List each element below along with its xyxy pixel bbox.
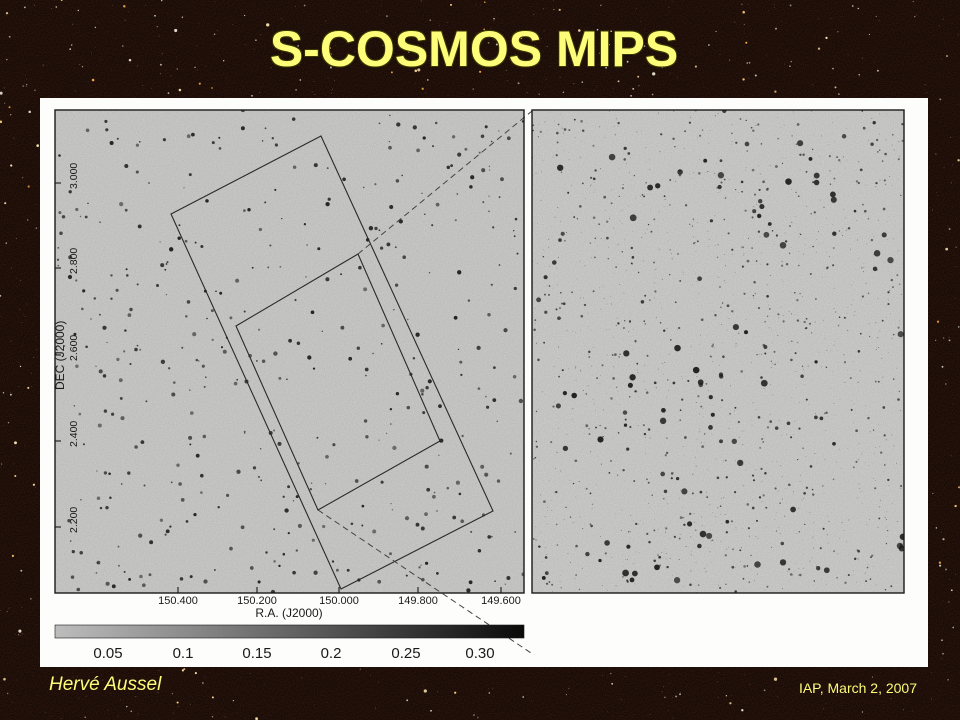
- svg-text:R.A. (J2000): R.A. (J2000): [255, 606, 322, 620]
- svg-text:149.800: 149.800: [398, 595, 438, 607]
- svg-text:0.30: 0.30: [465, 645, 494, 662]
- svg-text:0.25: 0.25: [391, 645, 420, 662]
- svg-text:150.000: 150.000: [319, 595, 359, 607]
- svg-text:149.600: 149.600: [481, 595, 521, 607]
- svg-text:150.400: 150.400: [158, 595, 198, 607]
- svg-text:0.15: 0.15: [242, 645, 271, 662]
- svg-text:0.1: 0.1: [173, 645, 194, 662]
- svg-text:0.05: 0.05: [93, 645, 122, 662]
- svg-text:0.2: 0.2: [321, 645, 342, 662]
